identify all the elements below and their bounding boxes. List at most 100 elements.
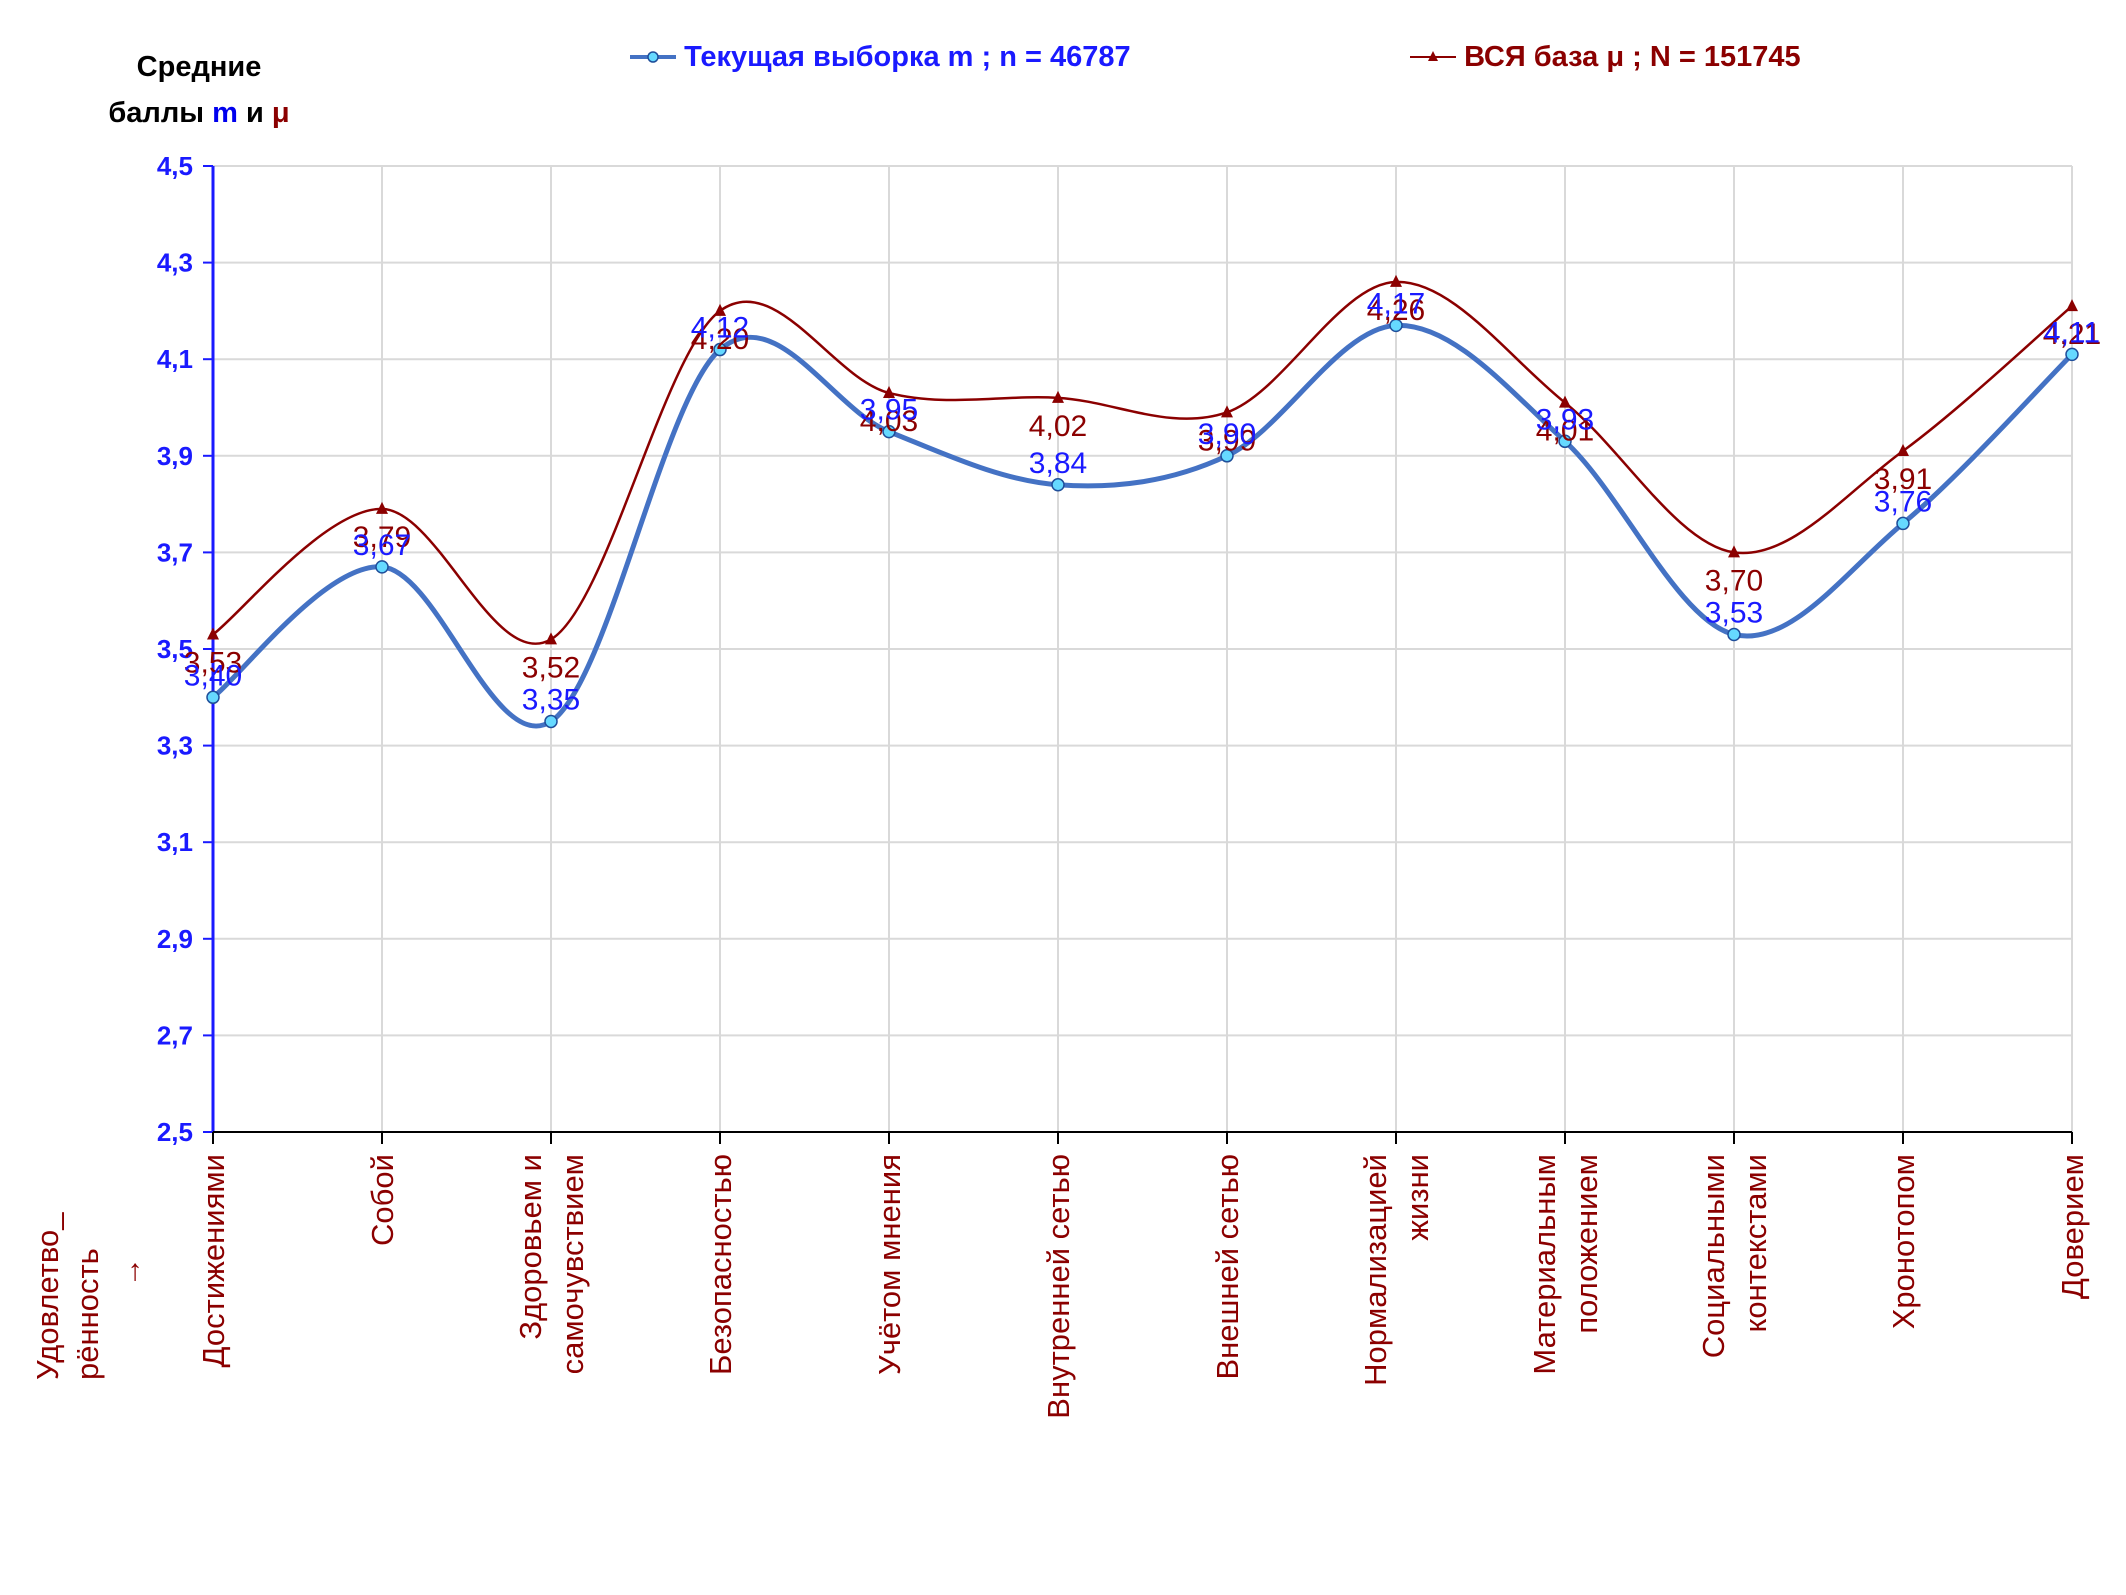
series-all-data-label: 4,03 — [860, 405, 918, 438]
series-current-marker — [544, 714, 558, 729]
series-all-marker — [2066, 299, 2078, 312]
series-all-data-label: 3,53 — [184, 647, 242, 680]
series-all-marker — [1390, 274, 1402, 287]
satisfaction-label-line1: Удовлетво_ — [30, 1212, 65, 1380]
legend-all-swatch — [1410, 51, 1456, 62]
series-all-marker — [545, 632, 557, 645]
y-tick-label: 4,5 — [157, 151, 193, 181]
series-current-marker — [1896, 516, 1910, 531]
y-tick-label: 3,5 — [157, 634, 193, 664]
x-tick-label: Достижениями — [196, 1154, 231, 1367]
series-all-line — [212, 280, 2073, 645]
x-tick-label: Материальным положением — [1527, 1154, 1604, 1375]
series-current-data-label: 4,11 — [2044, 316, 2100, 349]
series-current-data-label: 3,76 — [1874, 485, 1932, 518]
x-tick-label-line: Доверием — [2055, 1154, 2090, 1299]
series-current-marker — [375, 560, 389, 574]
y-tick-label: 3,7 — [157, 537, 193, 567]
y-axis-title-and: и — [237, 97, 272, 129]
series-current-marker — [1389, 318, 1403, 333]
legend-current-swatch — [630, 51, 676, 64]
x-tick-label: Внешней сетью — [1210, 1154, 1245, 1380]
series-current-data-label: 3,35 — [522, 683, 580, 716]
x-tick-label: Доверием — [2055, 1154, 2090, 1299]
x-tick-label-line: Внешней сетью — [1210, 1154, 1245, 1380]
x-tick-label: Учётом мнения — [872, 1154, 907, 1375]
series-current-data-label: 4,12 — [691, 312, 749, 345]
series-all-marker — [714, 303, 726, 316]
series-current-data-label: 3,40 — [184, 659, 242, 692]
series-all-data-label: 4,02 — [1029, 410, 1087, 443]
x-tick-label-line: Нормализацией — [1358, 1154, 1393, 1386]
series-all-marker — [207, 627, 219, 640]
series-all-data-label: 3,99 — [1198, 424, 1256, 457]
series-all-marker — [883, 386, 895, 399]
series-current-data-label: 3,53 — [1705, 597, 1763, 630]
series-current-marker — [713, 342, 727, 357]
y-tick-label: 2,5 — [157, 1117, 193, 1147]
series-all-data-label: 3,52 — [522, 651, 580, 684]
x-tick-label: Внутренней сетью — [1041, 1154, 1076, 1419]
series-all-data-label: 3,91 — [1874, 463, 1932, 496]
series-all-data-label: 4,26 — [1367, 294, 1425, 327]
legend-current-label: Текущая выборка m ; n = 46787 — [684, 40, 1131, 73]
x-tick-label-line: Достижениями — [196, 1154, 231, 1367]
x-tick-label: Хронотопом — [1886, 1154, 1921, 1329]
x-tick-label-line: контекстами — [1738, 1154, 1773, 1333]
series-current-line — [211, 322, 2074, 729]
y-axis-title-prefix: баллы — [108, 97, 213, 129]
y-tick-label: 4,3 — [157, 248, 193, 278]
y-tick-label: 2,7 — [157, 1020, 193, 1050]
satisfaction-arrow: → — [114, 1257, 147, 1287]
x-tick-label-line: Собой — [365, 1154, 400, 1246]
series-current-marker — [1558, 434, 1572, 449]
x-tick-label-line: жизни — [1400, 1154, 1435, 1241]
x-tick-label-line: самочувствием — [555, 1154, 590, 1374]
series-current-marker — [2065, 347, 2079, 362]
x-tick-label-line: Внутренней сетью — [1041, 1154, 1076, 1419]
y-axis-title-m-symbol: m — [212, 97, 238, 129]
series-all-marker — [1728, 545, 1740, 558]
series-current-marker — [1727, 627, 1741, 642]
y-tick-label: 3,3 — [157, 731, 193, 761]
y-axis-title-line1: Средние — [136, 51, 262, 83]
series-current-marker — [882, 424, 896, 439]
x-tick-label-line: Материальным — [1527, 1154, 1562, 1375]
y-tick-label: 2,9 — [157, 924, 193, 954]
series-all-data-label: 4,21 — [2043, 318, 2101, 351]
x-tick-label: Социальными контекстами — [1696, 1154, 1773, 1358]
x-tick-label-line: Учётом мнения — [872, 1154, 907, 1375]
y-axis-title-line2: баллы m и μ — [84, 90, 314, 136]
x-tick-label: Собой — [365, 1154, 400, 1246]
legend-all: ВСЯ база μ ; N = 151745 — [1410, 40, 1801, 74]
series-all-marker — [1559, 395, 1571, 408]
series-current-data-label: 3,90 — [1198, 418, 1256, 451]
series-all-marker — [1052, 390, 1064, 403]
x-tick-label: Здоровьем и самочувствием — [513, 1154, 590, 1374]
y-axis-title: Средние баллы m и μ — [84, 44, 314, 136]
series-current-data-label: 4,17 — [1367, 287, 1425, 320]
y-axis-title-mu-symbol: μ — [271, 97, 290, 129]
x-tick-label-line: Хронотопом — [1886, 1154, 1921, 1329]
series-all-data-label: 4,20 — [691, 323, 749, 356]
series-current-data-label: 3,84 — [1029, 447, 1087, 480]
y-tick-label: 4,1 — [157, 344, 193, 374]
series-current-marker — [206, 690, 220, 705]
satisfaction-label: Удовлетво_ рённость — [28, 1200, 158, 1400]
x-tick-label: Нормализацией жизни — [1358, 1154, 1435, 1386]
series-all-data-label: 4,01 — [1536, 415, 1594, 448]
x-tick-label-line: положением — [1569, 1154, 1604, 1334]
series-all-data-label: 3,79 — [353, 521, 411, 554]
legend-current: Текущая выборка m ; n = 46787 — [630, 40, 1131, 74]
series-all-marker — [376, 501, 388, 514]
satisfaction-label-line2: рённость — [70, 1248, 105, 1380]
series-current-marker — [1051, 478, 1065, 492]
series-all-marker — [1221, 405, 1233, 418]
x-tick-label: Безопасностью — [703, 1154, 738, 1375]
series-current-marker — [1220, 449, 1234, 463]
legend-all-label: ВСЯ база μ ; N = 151745 — [1464, 40, 1801, 73]
series-current-data-label: 3,93 — [1536, 403, 1594, 436]
series-all-marker — [1897, 443, 1909, 456]
